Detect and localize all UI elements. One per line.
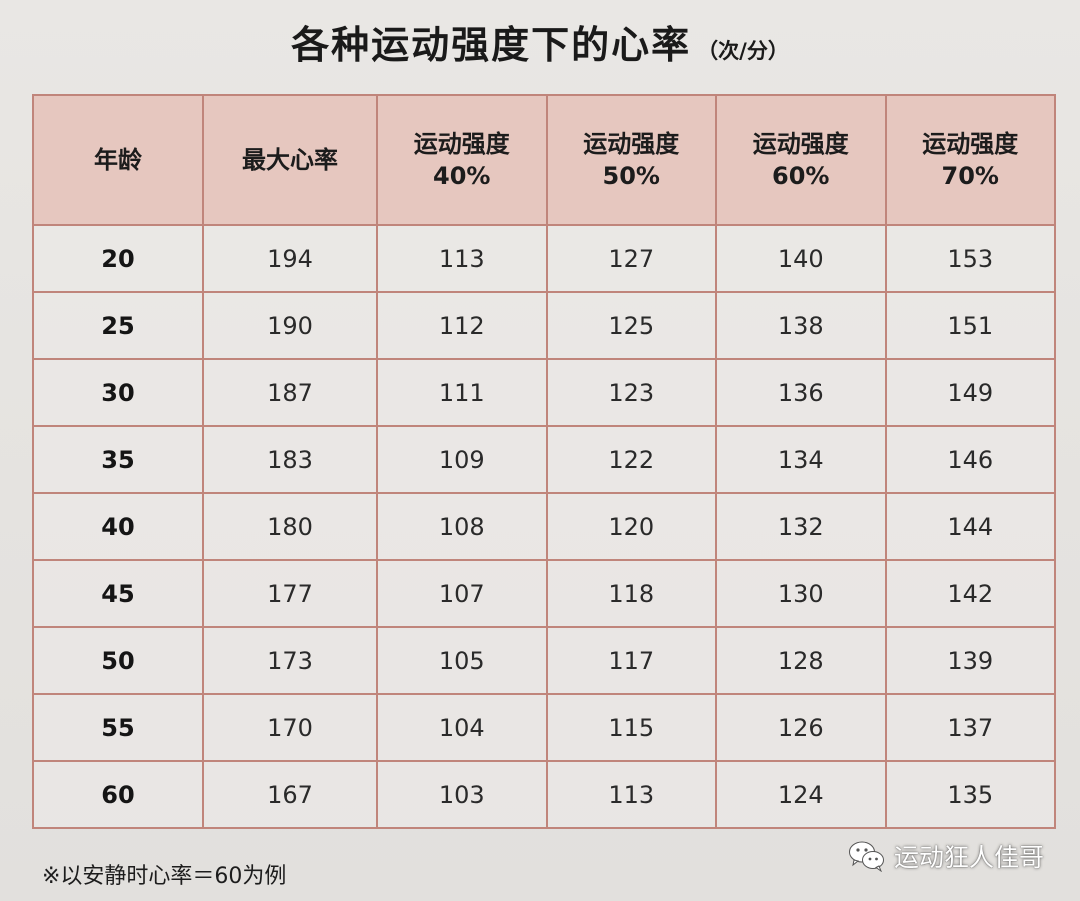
cell-age: 25 [32, 291, 204, 360]
cell-intensity-40: 104 [376, 693, 548, 762]
header-intensity-60: 运动强度 60% [715, 94, 887, 226]
table-row: 45 177 107 118 130 142 [32, 559, 1056, 628]
cell-intensity-60: 140 [715, 224, 887, 293]
cell-intensity-40: 112 [376, 291, 548, 360]
table-row: 60 167 103 113 124 135 [32, 760, 1056, 829]
cell-age: 50 [32, 626, 204, 695]
cell-intensity-50: 120 [545, 492, 717, 561]
cell-intensity-60: 134 [715, 425, 887, 494]
cell-max-heart-rate: 177 [202, 559, 378, 628]
cell-intensity-50: 127 [545, 224, 717, 293]
cell-intensity-70: 151 [884, 291, 1056, 360]
cell-intensity-70: 146 [884, 425, 1056, 494]
cell-intensity-60: 136 [715, 358, 887, 427]
cell-max-heart-rate: 170 [202, 693, 378, 762]
cell-age: 20 [32, 224, 204, 293]
cell-max-heart-rate: 180 [202, 492, 378, 561]
heart-rate-table: 年龄 最大心率 运动强度 40% 运动强度 50% 运动强度 60% 运动强度 70% … [32, 94, 1056, 829]
cell-age: 40 [32, 492, 204, 561]
cell-max-heart-rate: 187 [202, 358, 378, 427]
cell-max-heart-rate: 190 [202, 291, 378, 360]
wechat-icon [848, 841, 884, 872]
footnote: ※以安静时心率＝60为例 [42, 864, 287, 889]
cell-intensity-60: 126 [715, 693, 887, 762]
header-intensity-40: 运动强度 40% [376, 94, 548, 226]
cell-intensity-40: 103 [376, 760, 548, 829]
title-block: 各种运动强度下的心率 （次/分） [0, 14, 1080, 69]
cell-max-heart-rate: 173 [202, 626, 378, 695]
cell-intensity-70: 142 [884, 559, 1056, 628]
cell-intensity-40: 107 [376, 559, 548, 628]
watermark-text: 运动狂人佳哥 [893, 843, 1044, 872]
table-row: 55 170 104 115 126 137 [32, 693, 1056, 762]
cell-max-heart-rate: 167 [202, 760, 378, 829]
table-body: 20 194 113 127 140 153 25 190 112 125 138 151 30 187 1… [32, 224, 1056, 829]
cell-intensity-60: 124 [715, 760, 887, 829]
header-intensity-70: 运动强度 70% [884, 94, 1056, 226]
cell-age: 35 [32, 425, 204, 494]
unit-label: （次/分） [697, 39, 789, 63]
cell-intensity-60: 132 [715, 492, 887, 561]
table-row: 30 187 111 123 136 149 [32, 358, 1056, 427]
cell-intensity-50: 118 [545, 559, 717, 628]
cell-intensity-70: 137 [884, 693, 1056, 762]
table-row: 25 190 112 125 138 151 [32, 291, 1056, 360]
header-age: 年龄 [32, 94, 204, 226]
cell-intensity-50: 115 [545, 693, 717, 762]
header-row: 年龄 最大心率 运动强度 40% 运动强度 50% 运动强度 60% 运动强度 70% [32, 94, 1056, 226]
cell-intensity-60: 128 [715, 626, 887, 695]
cell-intensity-40: 109 [376, 425, 548, 494]
cell-intensity-50: 125 [545, 291, 717, 360]
cell-age: 30 [32, 358, 204, 427]
cell-intensity-60: 138 [715, 291, 887, 360]
cell-max-heart-rate: 183 [202, 425, 378, 494]
table-row: 20 194 113 127 140 153 [32, 224, 1056, 293]
cell-intensity-70: 153 [884, 224, 1056, 293]
table-header: 年龄 最大心率 运动强度 40% 运动强度 50% 运动强度 60% 运动强度 70% [32, 94, 1056, 226]
table-row: 40 180 108 120 132 144 [32, 492, 1056, 561]
cell-intensity-50: 122 [545, 425, 717, 494]
cell-intensity-40: 108 [376, 492, 548, 561]
cell-intensity-70: 144 [884, 492, 1056, 561]
cell-intensity-50: 113 [545, 760, 717, 829]
header-max-heart-rate: 最大心率 [202, 94, 378, 226]
cell-age: 60 [32, 760, 204, 829]
cell-intensity-70: 135 [884, 760, 1056, 829]
cell-age: 55 [32, 693, 204, 762]
header-intensity-50: 运动强度 50% [545, 94, 717, 226]
cell-intensity-70: 139 [884, 626, 1056, 695]
cell-intensity-70: 149 [884, 358, 1056, 427]
cell-intensity-60: 130 [715, 559, 887, 628]
table-row: 35 183 109 122 134 146 [32, 425, 1056, 494]
cell-age: 45 [32, 559, 204, 628]
cell-intensity-50: 123 [545, 358, 717, 427]
watermark: 运动狂人佳哥 [848, 838, 1044, 874]
cell-max-heart-rate: 194 [202, 224, 378, 293]
cell-intensity-40: 113 [376, 224, 548, 293]
table-row: 50 173 105 117 128 139 [32, 626, 1056, 695]
cell-intensity-40: 105 [376, 626, 548, 695]
cell-intensity-40: 111 [376, 358, 548, 427]
page-title: 各种运动强度下的心率 [291, 23, 692, 67]
cell-intensity-50: 117 [545, 626, 717, 695]
